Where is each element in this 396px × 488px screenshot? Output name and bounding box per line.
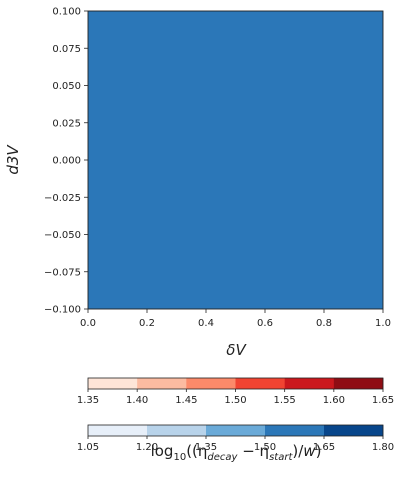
y-tick-label: 0.050: [52, 81, 81, 92]
y-axis-label: d3V: [4, 144, 22, 175]
colorbar-segment: [235, 378, 285, 389]
colorbar-label: log10((ηdecay − ηstart)/w): [151, 442, 322, 463]
y-axis: −0.100 −0.075 −0.050 −0.025 0.000 0.025 0.050 0…: [44, 7, 88, 316]
contour-plot: [87, 10, 384, 310]
x-tick-label: 0.6: [257, 318, 273, 329]
colorbar-segment: [265, 425, 325, 436]
colorbar-segment: [186, 378, 236, 389]
x-tick-label: 0.2: [139, 318, 155, 329]
colorbar-tick-label: 1.65: [372, 395, 394, 406]
y-tick-label: 0.025: [52, 118, 81, 129]
colorbar-segment: [147, 425, 207, 436]
x-tick-label: 0.8: [316, 318, 332, 329]
x-tick-label: 0.4: [198, 318, 214, 329]
colorbar-reds: 1.35 1.40 1.45 1.50 1.55 1.60 1.65: [77, 377, 394, 406]
colorbar-tick-label: 1.55: [274, 395, 296, 406]
colorbar-segment: [333, 378, 384, 389]
colorbar-segment: [88, 378, 138, 389]
colorbar-tick-label: 1.40: [126, 395, 148, 406]
colorbar-frame: [87, 424, 384, 437]
contour-region-4: [88, 11, 383, 309]
y-tick-label: 0.000: [52, 156, 81, 167]
colorbar-segment: [284, 378, 335, 389]
colorbar-tick-label: 1.60: [323, 395, 345, 406]
colorbar-blues: 1.05 1.20 1.35 1.50 1.65 1.80: [77, 424, 394, 453]
y-tick-label: −0.100: [44, 305, 81, 316]
x-tick-label: 0.0: [80, 318, 96, 329]
x-axis-label: δV: [226, 341, 247, 359]
colorbar-tick-label: 1.80: [372, 442, 394, 453]
colorbar-tick-label: 1.35: [77, 395, 99, 406]
colorbar-tick-label: 1.20: [136, 442, 158, 453]
colorbar-tick-label: 1.50: [254, 442, 276, 453]
colorbar-segment: [206, 425, 266, 436]
x-axis: 0.0 0.2 0.4 0.6 0.8 1.0: [80, 309, 391, 329]
colorbar-tick-label: 1.05: [77, 442, 99, 453]
colorbar-tick-label: 1.35: [195, 442, 217, 453]
y-tick-label: 0.100: [52, 7, 81, 18]
y-tick-label: 0.075: [52, 44, 81, 55]
colorbar-segment: [88, 425, 148, 436]
y-tick-label: −0.025: [44, 193, 81, 204]
colorbar-tick-label: 1.50: [224, 395, 246, 406]
y-tick-label: −0.050: [44, 230, 81, 241]
colorbar-segment: [324, 425, 384, 436]
x-tick-label: 1.0: [375, 318, 391, 329]
colorbar-tick-label: 1.45: [175, 395, 197, 406]
colorbar-segment: [137, 378, 187, 389]
y-tick-label: −0.075: [44, 267, 81, 278]
colorbar-tick-label: 1.65: [313, 442, 335, 453]
